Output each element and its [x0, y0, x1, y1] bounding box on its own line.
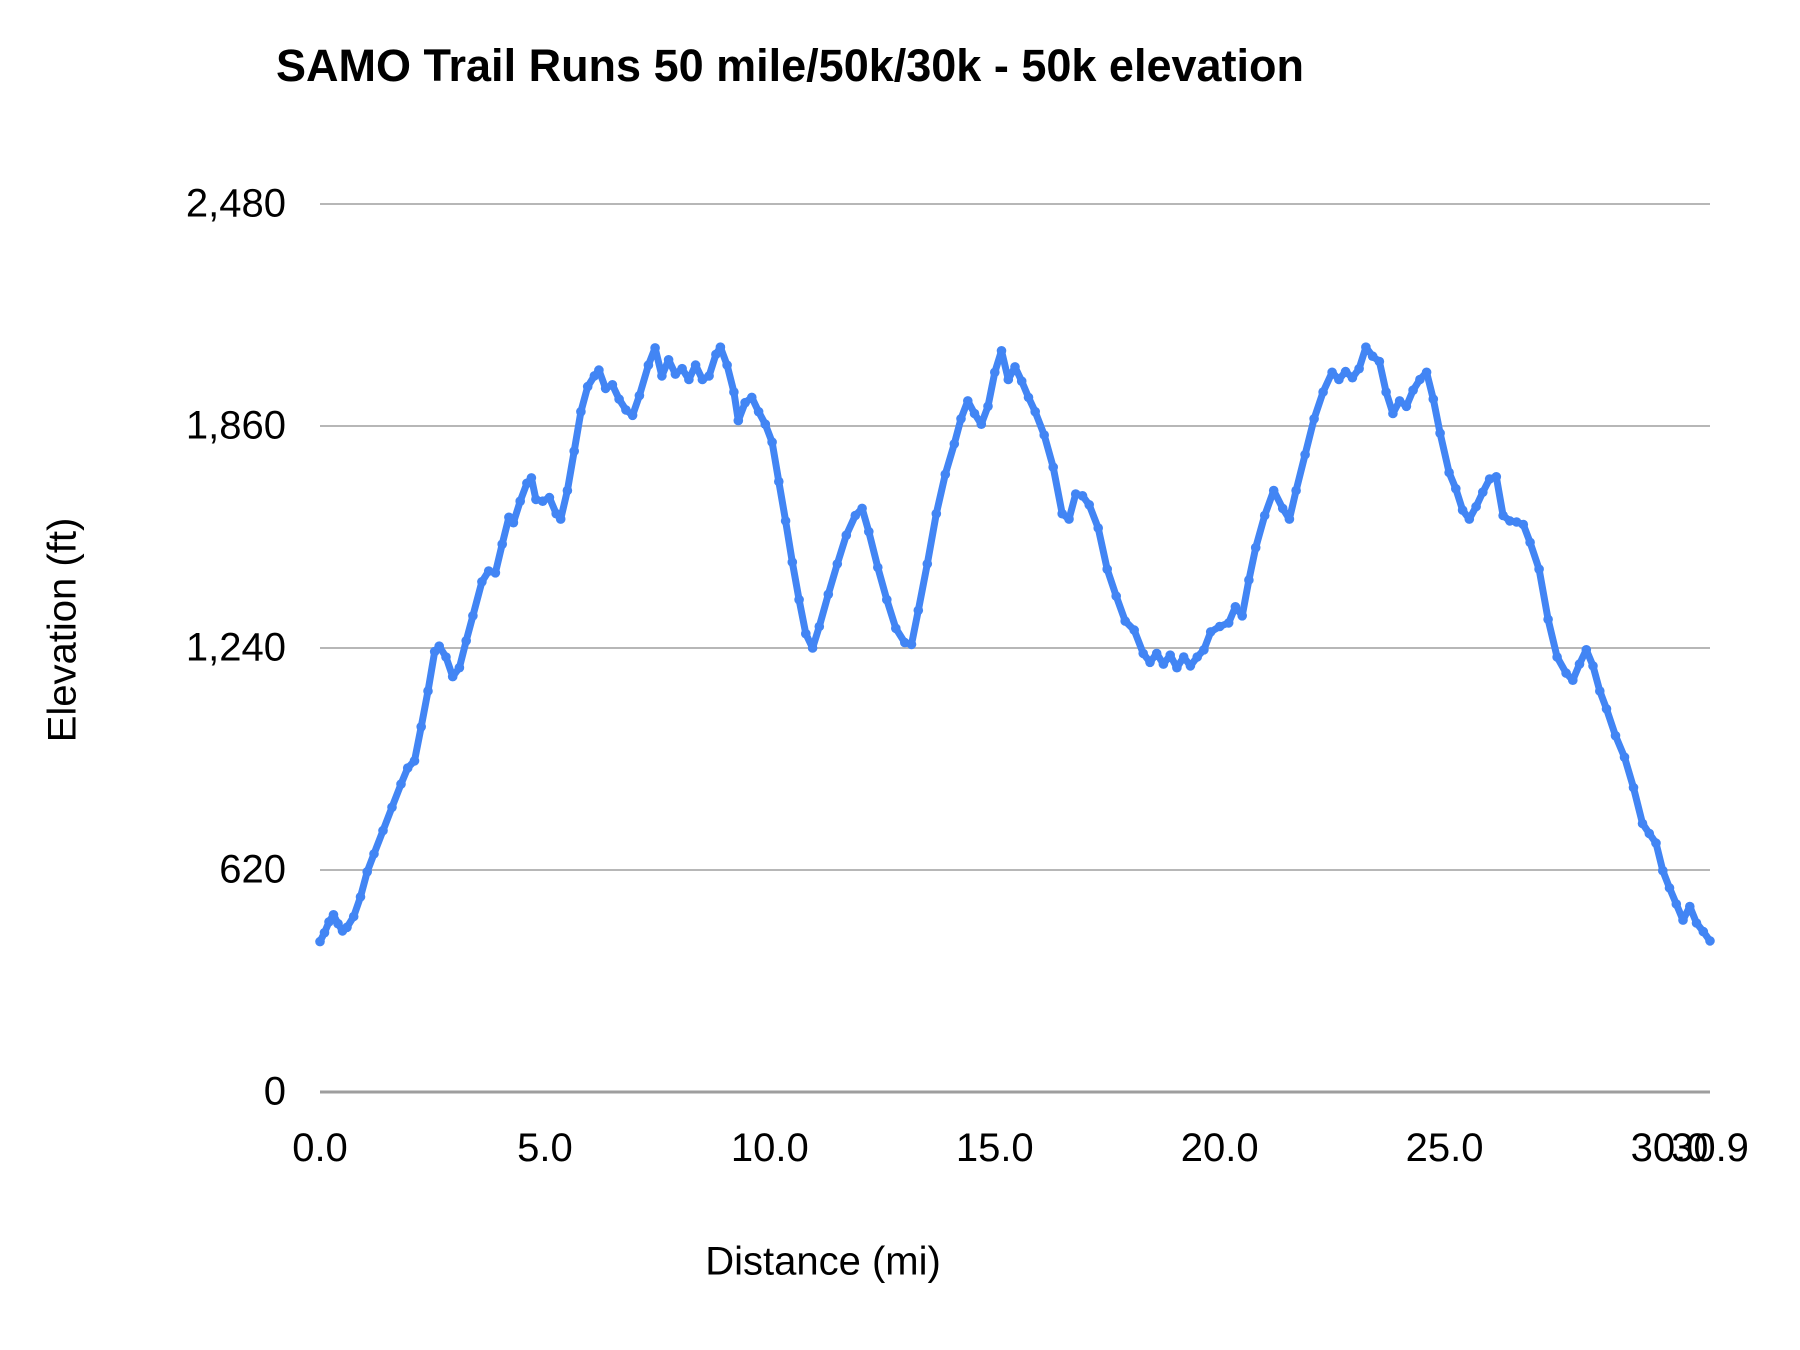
y-tick-label: 620	[219, 847, 286, 892]
x-tick-label: 20.0	[1180, 1126, 1259, 1170]
x-tick-label: 5.0	[517, 1126, 573, 1170]
y-tick-label: 1,860	[185, 403, 286, 448]
x-tick-label: 30.0	[1630, 1126, 1709, 1170]
x-tick-label: 0.0	[292, 1126, 348, 1170]
x-tick-label: 10.0	[730, 1126, 809, 1170]
y-tick-label: 0	[263, 1069, 286, 1114]
y-tick-label: 2,480	[185, 181, 286, 226]
data-point-markers	[315, 342, 1715, 947]
elevation-series-line	[316, 343, 1714, 946]
y-tick-label: 1,240	[185, 625, 286, 670]
x-tick-label: 25.0	[1405, 1126, 1484, 1170]
elevation-series-group	[315, 342, 1715, 947]
gridlines-group	[320, 203, 1710, 1094]
x-tick-label: 15.0	[955, 1126, 1034, 1170]
chart-title: SAMO Trail Runs 50 mile/50k/30k - 50k el…	[276, 40, 1304, 91]
x-tick-label: 30.9	[1671, 1126, 1749, 1170]
x-axis-title: Distance (mi)	[705, 1239, 941, 1284]
